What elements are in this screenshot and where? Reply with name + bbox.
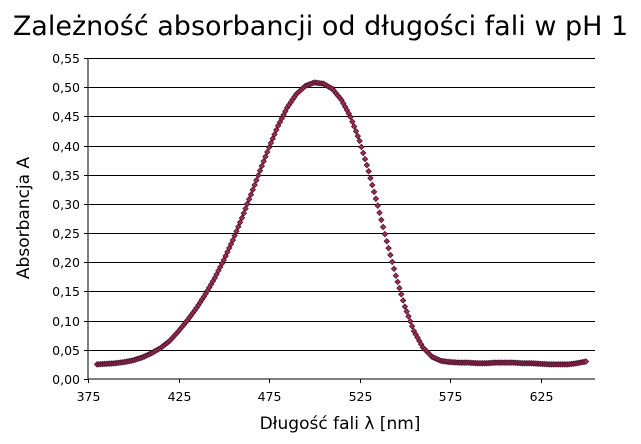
data-point bbox=[398, 291, 405, 298]
data-point bbox=[385, 244, 392, 252]
data-point bbox=[264, 148, 271, 156]
data-point bbox=[370, 188, 378, 196]
data-point bbox=[231, 232, 238, 239]
gridlines bbox=[88, 58, 595, 351]
y-tick-label: 0,50 bbox=[52, 80, 80, 95]
data-point bbox=[256, 167, 264, 174]
data-point bbox=[229, 236, 237, 244]
y-tick-label: 0,05 bbox=[52, 343, 80, 358]
data-point bbox=[403, 308, 410, 315]
y-ticks: 0,00 0,05 0,10 0,15 0,20 0,25 0,30 0,35 0,40 0,45… bbox=[52, 51, 88, 387]
y-axis-label: Absorbancja A bbox=[14, 157, 34, 280]
data-point bbox=[408, 323, 416, 330]
data-point bbox=[361, 155, 369, 163]
data-point bbox=[383, 238, 390, 245]
data-point bbox=[267, 139, 275, 147]
y-tick-label: 0,45 bbox=[52, 109, 80, 124]
data-point bbox=[378, 216, 385, 224]
data-point bbox=[253, 176, 260, 184]
data-point bbox=[352, 128, 360, 135]
y-tick-label: 0,00 bbox=[52, 372, 80, 387]
data-point bbox=[372, 195, 380, 202]
data-point bbox=[265, 144, 273, 151]
x-tick-label: 625 bbox=[530, 389, 554, 404]
data-point bbox=[374, 202, 381, 209]
data-point bbox=[388, 258, 396, 266]
y-tick-label: 0,35 bbox=[52, 168, 80, 183]
data-point bbox=[396, 284, 403, 292]
data-point bbox=[354, 132, 362, 140]
data-point bbox=[367, 174, 374, 182]
data-point bbox=[347, 113, 354, 121]
data-point bbox=[405, 313, 412, 320]
data-point bbox=[260, 158, 267, 165]
data-point bbox=[235, 223, 242, 231]
data-point bbox=[258, 162, 266, 170]
x-tick-label: 425 bbox=[168, 389, 192, 404]
x-ticks: 375 425 475 525 575 625 bbox=[77, 379, 554, 404]
data-point bbox=[369, 181, 376, 189]
data-point bbox=[251, 181, 258, 189]
data-point bbox=[249, 186, 256, 194]
data-point bbox=[582, 358, 590, 365]
data-point bbox=[392, 272, 400, 279]
y-tick-label: 0,30 bbox=[52, 197, 80, 212]
data-point bbox=[254, 172, 262, 179]
x-axis-label: Długość fali λ [nm] bbox=[260, 414, 421, 434]
y-tick-label: 0,15 bbox=[52, 284, 80, 299]
data-point bbox=[381, 230, 389, 238]
data-point bbox=[242, 205, 249, 212]
data-point bbox=[233, 227, 240, 235]
data-point bbox=[273, 126, 280, 134]
data-point bbox=[394, 278, 401, 286]
chart-title: Zależność absorbancji od długości fali w… bbox=[13, 11, 628, 42]
y-tick-label: 0,25 bbox=[52, 226, 80, 241]
data-points bbox=[93, 79, 590, 368]
x-tick-label: 375 bbox=[77, 389, 101, 404]
y-tick-label: 0,40 bbox=[52, 139, 80, 154]
data-point bbox=[244, 200, 251, 208]
data-point bbox=[360, 149, 367, 157]
data-point bbox=[240, 210, 247, 217]
data-point bbox=[350, 123, 358, 130]
data-point bbox=[407, 318, 414, 325]
y-tick-label: 0,20 bbox=[52, 255, 80, 270]
data-point bbox=[262, 153, 269, 160]
data-point bbox=[238, 214, 246, 222]
x-tick-label: 475 bbox=[258, 389, 282, 404]
data-point bbox=[247, 191, 255, 198]
data-point bbox=[365, 168, 372, 175]
data-point bbox=[390, 265, 398, 273]
data-point bbox=[399, 297, 407, 304]
data-point bbox=[269, 135, 276, 142]
y-tick-label: 0,55 bbox=[52, 51, 80, 66]
data-point bbox=[349, 118, 356, 125]
data-point bbox=[358, 143, 365, 151]
y-tick-label: 0,10 bbox=[52, 314, 80, 329]
data-point bbox=[387, 251, 394, 259]
data-point bbox=[379, 223, 387, 231]
data-point bbox=[245, 196, 253, 203]
data-point bbox=[271, 131, 278, 138]
data-point bbox=[363, 161, 371, 169]
x-tick-label: 575 bbox=[439, 389, 463, 404]
data-point bbox=[401, 303, 409, 310]
data-point bbox=[236, 219, 244, 226]
data-point bbox=[356, 137, 363, 145]
x-tick-label: 525 bbox=[349, 389, 373, 404]
data-point bbox=[376, 209, 383, 217]
